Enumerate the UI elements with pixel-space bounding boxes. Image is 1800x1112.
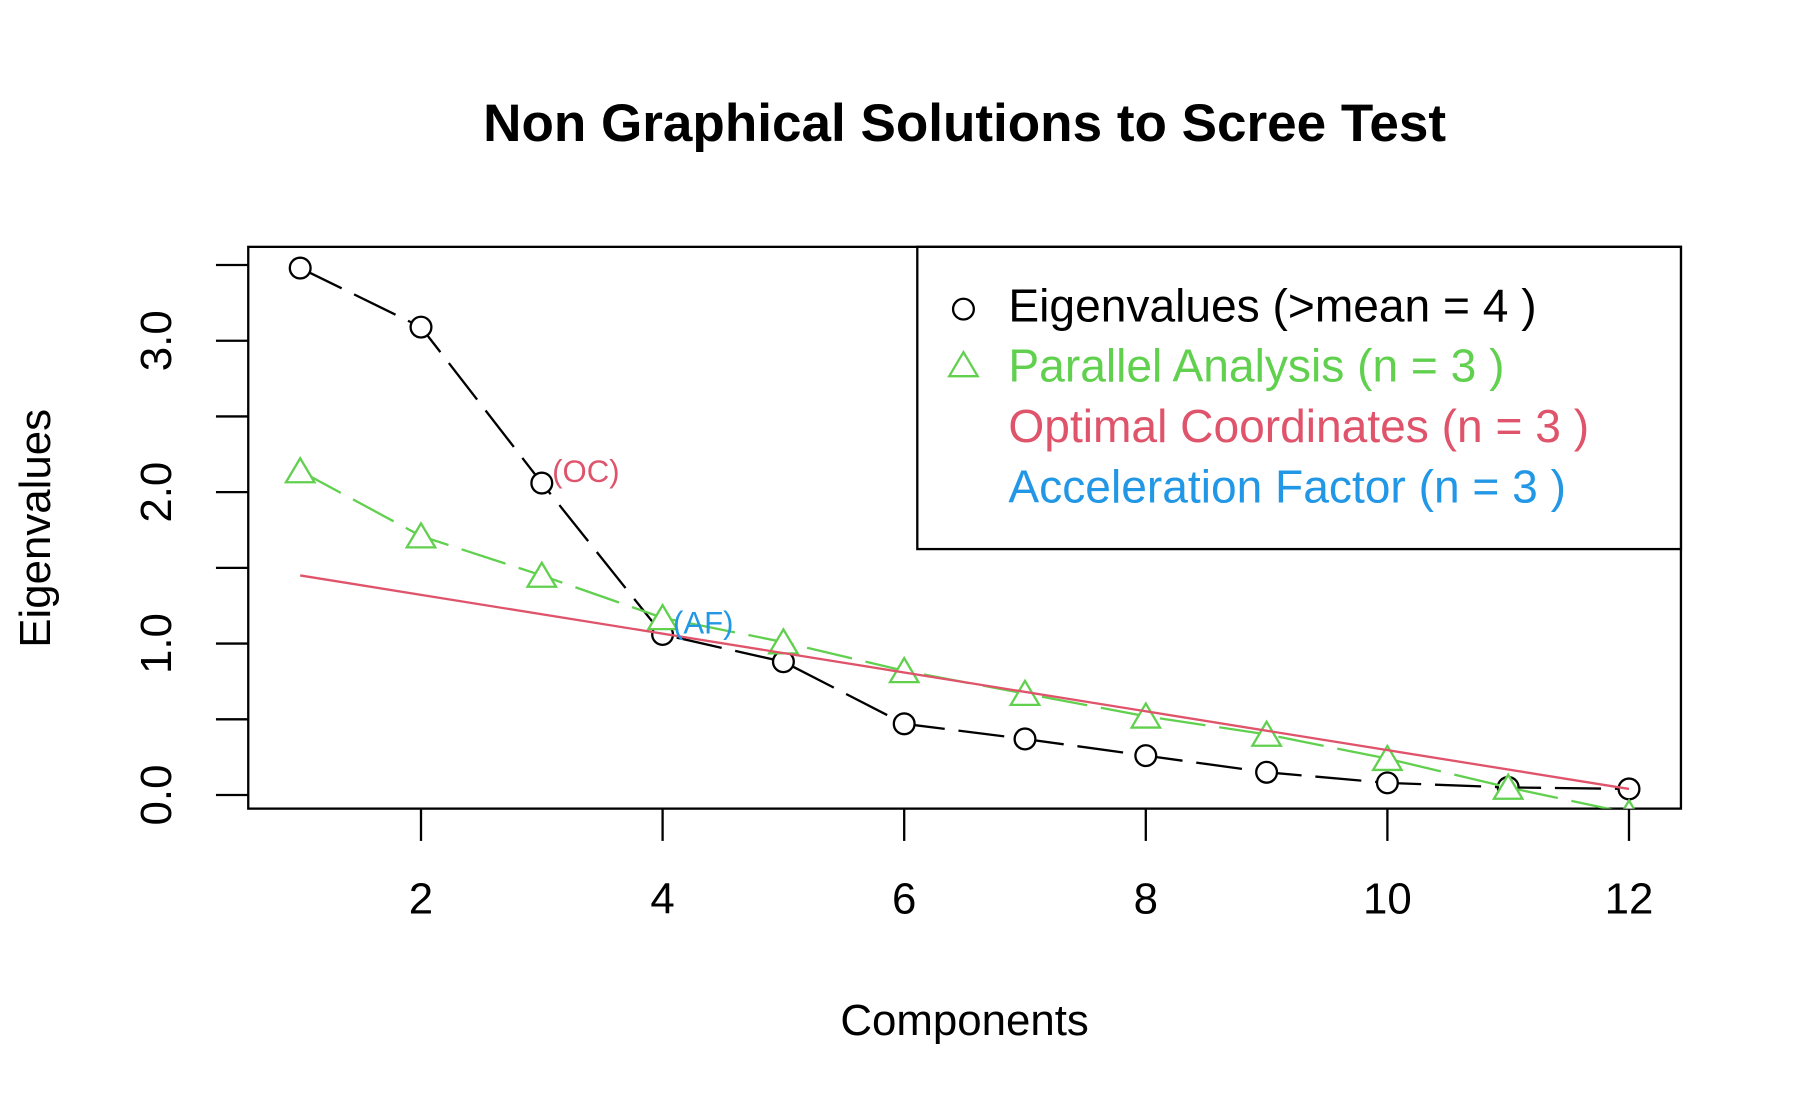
point bbox=[1371, 743, 1404, 772]
x-axis-label: Components bbox=[840, 996, 1089, 1045]
legend-symbol bbox=[947, 349, 980, 378]
point bbox=[288, 256, 312, 280]
series-line bbox=[300, 574, 1630, 791]
point bbox=[1375, 771, 1399, 795]
legend-box bbox=[916, 245, 1683, 551]
x-tick-label: 4 bbox=[650, 875, 674, 924]
point bbox=[1134, 744, 1158, 768]
point bbox=[530, 471, 554, 495]
point bbox=[887, 655, 921, 684]
point bbox=[404, 521, 438, 549]
chart-title: Non Graphical Solutions to Scree Test bbox=[483, 94, 1446, 153]
legend-label: Optimal Coordinates (n = 3 ) bbox=[1008, 400, 1589, 452]
y-axis-label: Eigenvalues bbox=[11, 409, 60, 648]
point bbox=[767, 627, 800, 655]
legend-label: Parallel Analysis (n = 3 ) bbox=[1008, 340, 1504, 392]
y-tick-label: 3.0 bbox=[132, 310, 181, 371]
point bbox=[283, 456, 317, 484]
legend-label: Eigenvalues (>mean = 4 ) bbox=[1008, 279, 1536, 331]
x-tick-label: 12 bbox=[1605, 875, 1654, 924]
point bbox=[646, 602, 679, 631]
point bbox=[1013, 727, 1037, 751]
legend-label: Acceleration Factor (n = 3 ) bbox=[1008, 460, 1566, 512]
point bbox=[525, 560, 559, 588]
point bbox=[1250, 719, 1283, 747]
legend-symbol bbox=[951, 297, 975, 321]
x-tick-label: 8 bbox=[1134, 875, 1158, 924]
y-tick-label: 2.0 bbox=[132, 462, 181, 523]
point bbox=[409, 315, 433, 339]
annotation: (OC) bbox=[552, 454, 619, 489]
x-tick-label: 6 bbox=[892, 875, 916, 924]
x-tick-label: 10 bbox=[1363, 875, 1412, 924]
point bbox=[1129, 701, 1163, 729]
x-tick-label: 2 bbox=[409, 875, 433, 924]
y-tick-label: 0.0 bbox=[132, 765, 181, 826]
point bbox=[1491, 772, 1525, 800]
series-line bbox=[299, 267, 1630, 791]
annotation: (AF) bbox=[673, 605, 734, 640]
plot-area bbox=[283, 256, 1641, 809]
y-tick-label: 1.0 bbox=[132, 613, 181, 674]
point bbox=[1622, 798, 1636, 809]
point bbox=[1255, 760, 1279, 784]
point bbox=[892, 712, 916, 736]
